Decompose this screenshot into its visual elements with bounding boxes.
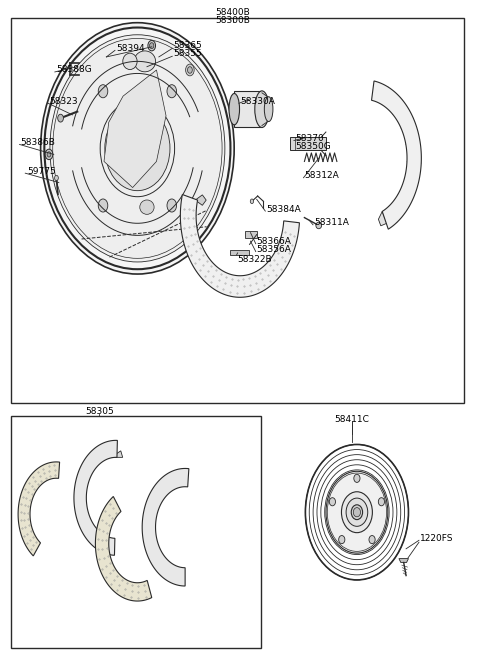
Text: 58400B: 58400B bbox=[216, 8, 250, 17]
Polygon shape bbox=[372, 81, 421, 229]
Text: 58311A: 58311A bbox=[314, 218, 349, 228]
Ellipse shape bbox=[134, 51, 156, 72]
Text: 58355: 58355 bbox=[173, 49, 202, 58]
Ellipse shape bbox=[341, 492, 372, 533]
Polygon shape bbox=[18, 462, 60, 556]
Polygon shape bbox=[142, 468, 189, 586]
Ellipse shape bbox=[123, 53, 137, 70]
Text: 1220FS: 1220FS bbox=[420, 534, 454, 543]
Text: 58350G: 58350G bbox=[295, 142, 331, 151]
Ellipse shape bbox=[119, 124, 156, 173]
Polygon shape bbox=[378, 211, 387, 226]
Ellipse shape bbox=[397, 106, 402, 113]
Ellipse shape bbox=[148, 41, 156, 51]
Text: 58394: 58394 bbox=[116, 44, 144, 53]
Ellipse shape bbox=[167, 199, 177, 212]
Text: 58366A: 58366A bbox=[257, 237, 291, 246]
Ellipse shape bbox=[354, 474, 360, 482]
Text: 58365: 58365 bbox=[173, 41, 202, 51]
Ellipse shape bbox=[41, 23, 234, 274]
Polygon shape bbox=[96, 497, 152, 601]
Ellipse shape bbox=[155, 493, 159, 499]
Polygon shape bbox=[195, 195, 206, 205]
Text: 58322B: 58322B bbox=[238, 255, 272, 264]
Ellipse shape bbox=[140, 200, 154, 215]
Ellipse shape bbox=[127, 135, 148, 161]
Ellipse shape bbox=[45, 149, 53, 159]
Text: 58384A: 58384A bbox=[266, 205, 301, 214]
Ellipse shape bbox=[98, 199, 108, 212]
Ellipse shape bbox=[55, 175, 59, 180]
Ellipse shape bbox=[346, 498, 368, 526]
Ellipse shape bbox=[188, 67, 192, 73]
Polygon shape bbox=[180, 195, 300, 297]
Polygon shape bbox=[234, 91, 262, 127]
Polygon shape bbox=[399, 559, 408, 562]
Text: 58323: 58323 bbox=[49, 97, 78, 106]
Ellipse shape bbox=[198, 258, 203, 264]
Text: 58330A: 58330A bbox=[240, 97, 275, 106]
Ellipse shape bbox=[255, 91, 269, 127]
Ellipse shape bbox=[264, 96, 273, 121]
Text: 58300B: 58300B bbox=[216, 16, 250, 25]
Ellipse shape bbox=[353, 508, 360, 517]
Ellipse shape bbox=[250, 199, 253, 203]
Ellipse shape bbox=[339, 535, 345, 544]
Ellipse shape bbox=[238, 283, 242, 289]
Ellipse shape bbox=[99, 539, 103, 545]
Ellipse shape bbox=[180, 475, 184, 481]
Polygon shape bbox=[74, 440, 118, 555]
Text: 58356A: 58356A bbox=[257, 245, 291, 254]
Text: 59775: 59775 bbox=[28, 167, 56, 176]
Text: 58388G: 58388G bbox=[56, 65, 92, 74]
Ellipse shape bbox=[58, 114, 63, 122]
Ellipse shape bbox=[282, 248, 287, 254]
Ellipse shape bbox=[149, 541, 153, 547]
Polygon shape bbox=[230, 251, 249, 255]
Ellipse shape bbox=[150, 43, 154, 49]
Ellipse shape bbox=[50, 35, 225, 262]
Ellipse shape bbox=[329, 498, 336, 506]
Text: 58386B: 58386B bbox=[21, 138, 55, 147]
Polygon shape bbox=[290, 137, 326, 150]
Ellipse shape bbox=[316, 222, 322, 229]
Ellipse shape bbox=[98, 85, 108, 98]
Text: 58411C: 58411C bbox=[335, 415, 370, 424]
Ellipse shape bbox=[400, 199, 405, 205]
Ellipse shape bbox=[47, 152, 51, 157]
Ellipse shape bbox=[378, 498, 384, 506]
Ellipse shape bbox=[79, 508, 84, 514]
Ellipse shape bbox=[326, 471, 388, 553]
Ellipse shape bbox=[84, 467, 89, 473]
Ellipse shape bbox=[351, 505, 362, 520]
Ellipse shape bbox=[167, 85, 177, 98]
Ellipse shape bbox=[53, 39, 222, 258]
Text: 58370: 58370 bbox=[295, 134, 324, 143]
Polygon shape bbox=[104, 70, 166, 188]
Polygon shape bbox=[111, 451, 123, 457]
Ellipse shape bbox=[186, 218, 191, 225]
Text: 58312A: 58312A bbox=[304, 171, 339, 180]
Ellipse shape bbox=[108, 447, 112, 453]
Ellipse shape bbox=[186, 64, 194, 76]
Text: 58305: 58305 bbox=[85, 407, 114, 416]
Ellipse shape bbox=[369, 535, 375, 544]
Ellipse shape bbox=[412, 155, 417, 161]
Polygon shape bbox=[245, 232, 257, 238]
Ellipse shape bbox=[174, 572, 178, 578]
Ellipse shape bbox=[105, 106, 170, 191]
Ellipse shape bbox=[229, 94, 240, 125]
